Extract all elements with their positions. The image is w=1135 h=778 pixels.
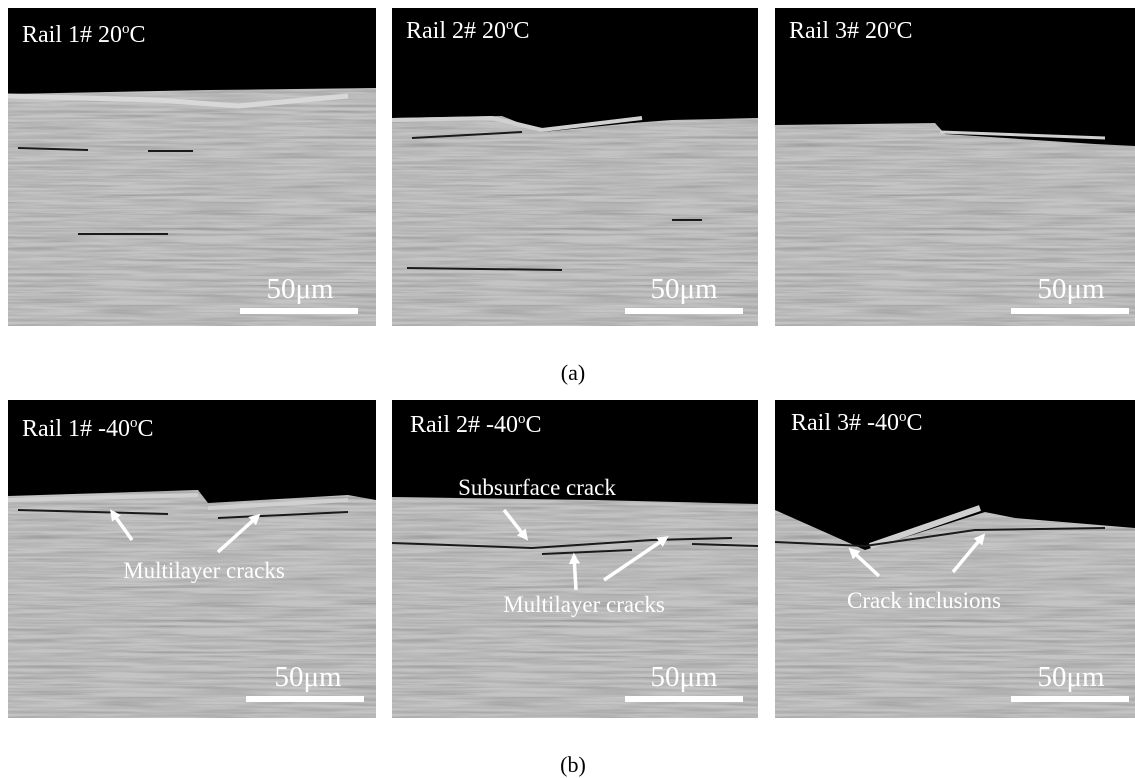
annotation: Subsurface crack bbox=[458, 475, 616, 500]
scale-label: 50μm bbox=[650, 273, 718, 305]
scale-bar bbox=[246, 696, 364, 702]
page: {"panels": [ {"label": {"text": "Rail 1#… bbox=[0, 0, 1135, 778]
caption: (a) bbox=[561, 360, 585, 385]
caption: (b) bbox=[560, 752, 586, 777]
micrograph: Rail 1# 20oC 50μm bbox=[8, 8, 376, 326]
arrow bbox=[574, 556, 576, 590]
annotation: Multilayer cracks bbox=[503, 592, 665, 617]
scale-bar bbox=[625, 308, 743, 314]
figure: Rail 1# 20oC 50μm Rail 2# 20oC 50μm Rail… bbox=[0, 0, 1135, 778]
micrograph: Rail 2# 20oC 50μm bbox=[392, 8, 758, 326]
scale-bar bbox=[1011, 308, 1129, 314]
scale-label: 50μm bbox=[274, 661, 342, 693]
scale-bar bbox=[1011, 696, 1129, 702]
scale-bar bbox=[625, 696, 743, 702]
scale-label: 50μm bbox=[1037, 273, 1105, 305]
micrograph: Rail 3# 20oC 50μm bbox=[775, 8, 1135, 326]
micrograph: Rail 3# -40oC Crack inclusions 50μm bbox=[775, 400, 1135, 718]
scale-label: 50μm bbox=[266, 273, 334, 305]
scale-bar bbox=[240, 308, 358, 314]
scale-label: 50μm bbox=[650, 661, 718, 693]
micrograph: Rail 1# -40oC Multilayer cracks 50μm bbox=[8, 400, 376, 718]
annotation: Multilayer cracks bbox=[123, 558, 285, 583]
annotation: Crack inclusions bbox=[847, 588, 1001, 613]
micrograph: Rail 2# -40oC Subsurface crack Multilaye… bbox=[392, 400, 758, 718]
scale-label: 50μm bbox=[1037, 661, 1105, 693]
